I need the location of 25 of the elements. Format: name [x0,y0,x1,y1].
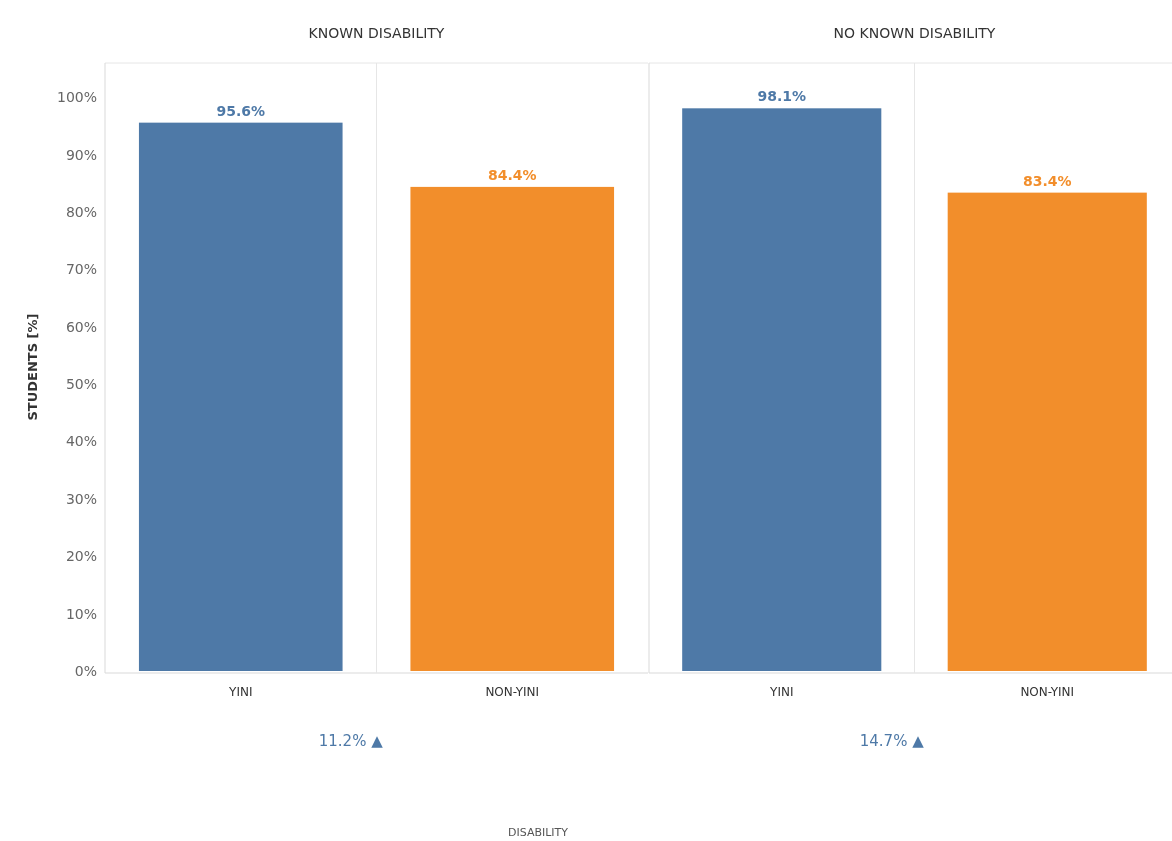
y-tick-label: 0% [74,662,97,679]
y-tick-label: 70% [65,261,97,278]
y-tick-label: 100% [56,89,97,106]
data-label: 83.4% [1022,172,1072,189]
y-tick-label: 50% [65,376,97,393]
x-tick-label: NON-YINI [485,685,540,699]
data-label: 98.1% [757,88,807,105]
data-label: 84.4% [487,166,537,183]
chart-title: KNOWN DISABILITY [308,25,445,41]
y-tick-label: 30% [65,490,97,507]
x-axis-title: DISABILITY [507,826,569,839]
y-tick-label: 20% [65,548,97,565]
x-tick-label: NON-YINI [1020,685,1075,699]
y-tick-label: 10% [65,605,97,622]
y-tick-label: 40% [65,433,97,450]
x-tick-label: YINI [769,685,794,699]
data-label: 95.6% [216,102,266,119]
x-tick-label: YINI [228,685,253,699]
y-tick-label: 60% [65,318,97,335]
text: 11.2% ▲ [318,732,384,750]
y-tick-label: 90% [65,146,97,163]
chart-title: NO KNOWN DISABILITY [833,25,996,41]
y-axis-title: STUDENTS [%] [25,313,40,421]
text: 14.7% ▲ [859,732,925,750]
y-tick-label: 80% [65,204,97,221]
